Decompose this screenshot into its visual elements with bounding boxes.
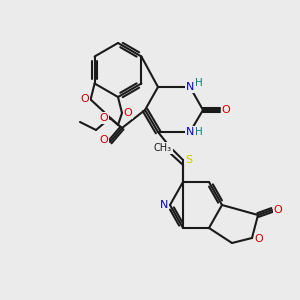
Text: O: O — [100, 135, 108, 145]
Text: H: H — [195, 127, 203, 137]
Text: O: O — [255, 234, 263, 244]
Text: O: O — [222, 105, 230, 115]
Text: O: O — [274, 205, 282, 215]
Text: N: N — [186, 127, 194, 137]
Text: S: S — [185, 155, 193, 165]
Text: O: O — [124, 108, 132, 118]
Text: H: H — [195, 78, 203, 88]
Text: O: O — [100, 113, 108, 123]
Text: O: O — [80, 94, 89, 104]
Text: N: N — [160, 200, 168, 210]
Text: CH₃: CH₃ — [154, 143, 172, 153]
Text: N: N — [186, 82, 194, 92]
